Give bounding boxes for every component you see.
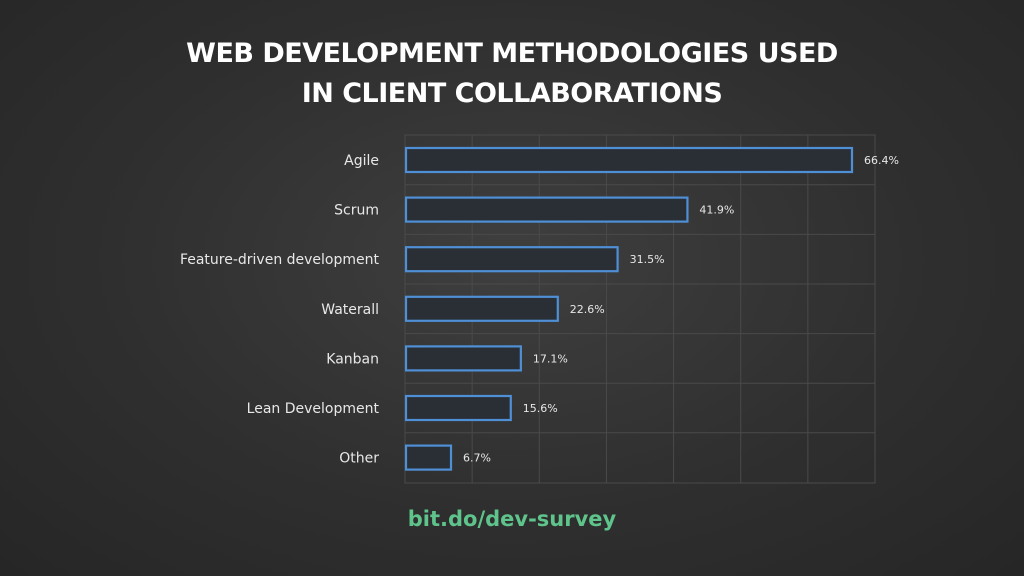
- value-label: 15.6%: [523, 402, 558, 415]
- category-label: Kanban: [326, 351, 379, 367]
- bar: [404, 146, 854, 174]
- bar: [404, 295, 559, 322]
- category-label: Waterall: [321, 302, 379, 318]
- chart-title-line-2: IN CLIENT COLLABORATIONS: [301, 78, 723, 109]
- value-label: 41.9%: [699, 204, 734, 217]
- value-label: 17.1%: [533, 352, 568, 365]
- category-label: Feature-driven development: [180, 252, 380, 268]
- value-label: 31.5%: [630, 253, 665, 266]
- bar: [404, 394, 512, 422]
- category-label: Agile: [344, 153, 379, 169]
- chart-title: WEB DEVELOPMENT METHODOLOGIES USED IN CL…: [0, 34, 1024, 114]
- source-link[interactable]: bit.do/dev-survey: [407, 507, 617, 531]
- bar: [404, 345, 522, 372]
- category-label: Other: [339, 451, 379, 467]
- value-label: 22.6%: [570, 303, 605, 316]
- category-label: Lean Development: [247, 401, 380, 417]
- chart-title-line-1: WEB DEVELOPMENT METHODOLOGIES USED: [186, 38, 838, 69]
- bar: [404, 196, 689, 223]
- category-label: Scrum: [334, 203, 379, 219]
- bar: [404, 444, 453, 471]
- bar: [404, 246, 619, 273]
- value-label: 6.7%: [463, 452, 491, 465]
- value-label: 66.4%: [864, 154, 899, 167]
